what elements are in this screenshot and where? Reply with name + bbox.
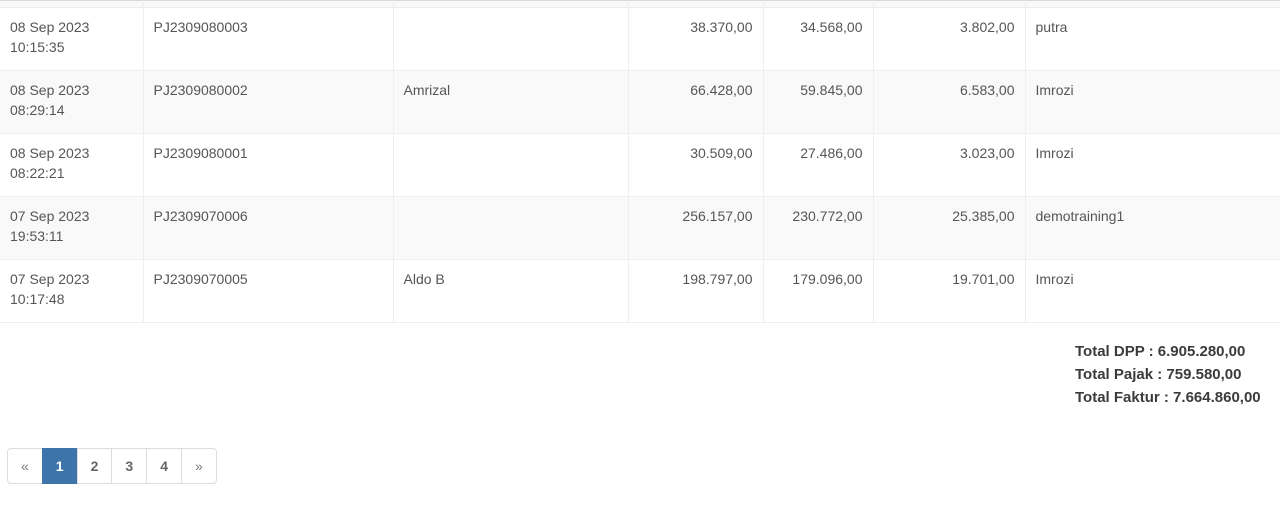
date-text: 08 Sep 2023	[10, 145, 90, 161]
cell-total-faktur: 256.157,00	[628, 196, 764, 260]
sales-report-table: 08 Sep 2023 10:15:35 PJ2309080003 38.370…	[0, 0, 1280, 323]
cell-pajak: 3.802,00	[873, 7, 1026, 71]
table-row: 07 Sep 2023 10:17:48 PJ2309070005 Aldo B…	[0, 259, 1280, 323]
cell-dpp: 59.845,00	[763, 70, 874, 134]
total-dpp-line: Total DPP : 6.905.280,00	[1075, 343, 1246, 360]
cell-invoice-number: PJ2309070006	[143, 196, 394, 260]
cell-empty	[873, 0, 1026, 8]
cell-dpp: 27.486,00	[763, 133, 874, 197]
cell-customer-name: Amrizal	[393, 70, 629, 134]
pagination-next-label[interactable]: »	[180, 448, 217, 484]
date-text: 07 Sep 2023	[10, 271, 90, 287]
cell-user: putra	[1025, 7, 1280, 71]
pagination-page-1[interactable]: 1	[41, 448, 78, 484]
date-text: 07 Sep 2023	[10, 208, 90, 224]
table-row: 08 Sep 2023 08:22:21 PJ2309080001 30.509…	[0, 133, 1280, 197]
cell-date: 08 Sep 2023 08:22:21	[0, 133, 144, 197]
cell-customer-name	[393, 133, 629, 197]
time-text: 10:15:35	[10, 39, 65, 55]
cell-invoice-number: PJ2309080002	[143, 70, 394, 134]
cell-customer-name	[393, 196, 629, 260]
cell-total-faktur: 38.370,00	[628, 7, 764, 71]
cell-pajak: 3.023,00	[873, 133, 1026, 197]
cell-date: 08 Sep 2023 10:15:35	[0, 7, 144, 71]
pagination-page-3[interactable]: 3	[111, 448, 148, 484]
total-faktur-line: Total Faktur : 7.664.860,00	[1075, 389, 1261, 406]
totals-summary: Total DPP : 6.905.280,00 Total Pajak : 7…	[1075, 340, 1261, 409]
table-row: 08 Sep 2023 10:15:35 PJ2309080003 38.370…	[0, 7, 1280, 71]
cell-empty	[1025, 0, 1280, 8]
pagination-page-4-label[interactable]: 4	[146, 448, 182, 484]
time-text: 19:53:11	[10, 228, 64, 244]
pagination-page-4[interactable]: 4	[146, 448, 182, 484]
pagination-prev[interactable]: «	[7, 448, 43, 484]
cell-user: demotraining1	[1025, 196, 1280, 260]
cell-date: 07 Sep 2023 19:53:11	[0, 196, 144, 260]
table-row: 08 Sep 2023 08:29:14 PJ2309080002 Amriza…	[0, 70, 1280, 134]
pagination-next[interactable]: »	[180, 448, 217, 484]
cell-invoice-number: PJ2309080001	[143, 133, 394, 197]
time-text: 10:17:48	[10, 291, 65, 307]
cell-dpp: 230.772,00	[763, 196, 874, 260]
cell-invoice-number: PJ2309080003	[143, 7, 394, 71]
cell-dpp: 34.568,00	[763, 7, 874, 71]
table-row-partial	[0, 0, 1280, 8]
date-text: 08 Sep 2023	[10, 19, 90, 35]
date-text: 08 Sep 2023	[10, 82, 90, 98]
cell-dpp: 179.096,00	[763, 259, 874, 323]
cell-date: 08 Sep 2023 08:29:14	[0, 70, 144, 134]
cell-total-faktur: 198.797,00	[628, 259, 764, 323]
cell-customer-name: Aldo B	[393, 259, 629, 323]
pagination-prev-label[interactable]: «	[7, 448, 43, 484]
cell-pajak: 25.385,00	[873, 196, 1026, 260]
pagination-page-3-label[interactable]: 3	[111, 448, 148, 484]
cell-pajak: 6.583,00	[873, 70, 1026, 134]
cell-total-faktur: 30.509,00	[628, 133, 764, 197]
time-text: 08:22:21	[10, 165, 65, 181]
pagination-page-2-label[interactable]: 2	[76, 448, 113, 484]
cell-user: Imrozi	[1025, 259, 1280, 323]
cell-invoice-number: PJ2309070005	[143, 259, 394, 323]
cell-customer-name	[393, 7, 629, 71]
pagination: « 1 2 3 4 »	[7, 448, 217, 484]
cell-empty	[143, 0, 394, 8]
cell-user: Imrozi	[1025, 133, 1280, 197]
cell-total-faktur: 66.428,00	[628, 70, 764, 134]
time-text: 08:29:14	[10, 102, 65, 118]
cell-user: Imrozi	[1025, 70, 1280, 134]
cell-empty	[393, 0, 629, 8]
cell-empty	[763, 0, 874, 8]
cell-pajak: 19.701,00	[873, 259, 1026, 323]
table-row: 07 Sep 2023 19:53:11 PJ2309070006 256.15…	[0, 196, 1280, 260]
total-pajak-line: Total Pajak : 759.580,00	[1075, 366, 1242, 383]
pagination-page-2[interactable]: 2	[76, 448, 113, 484]
cell-date: 07 Sep 2023 10:17:48	[0, 259, 144, 323]
cell-empty	[0, 0, 144, 8]
cell-empty	[628, 0, 764, 8]
pagination-page-1-label[interactable]: 1	[41, 448, 78, 484]
